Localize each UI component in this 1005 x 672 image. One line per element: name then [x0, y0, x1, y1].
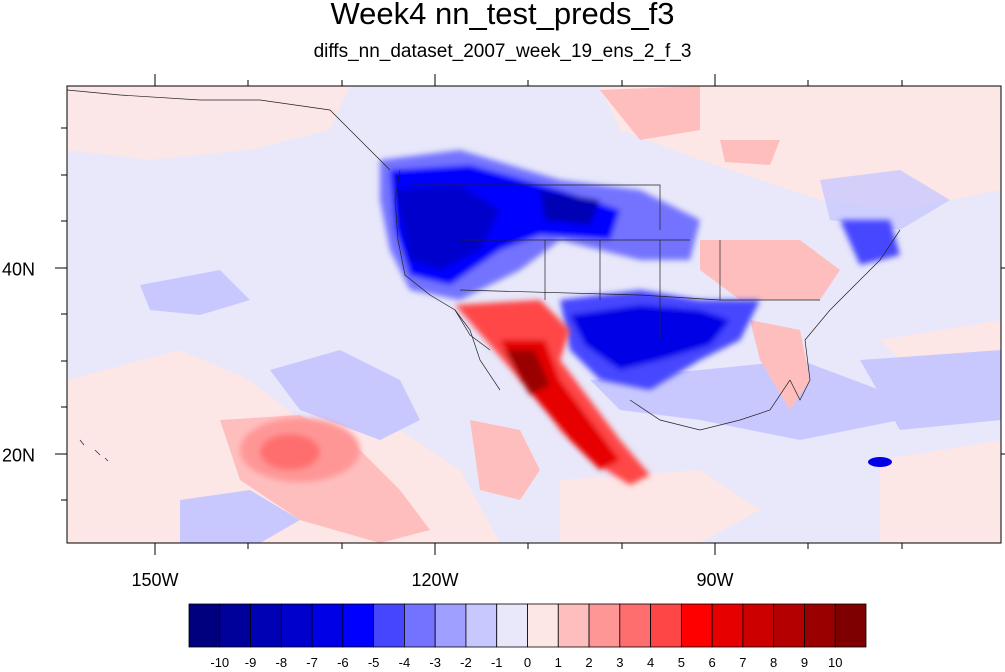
- colorbar-box: [373, 603, 405, 648]
- colorbar-box: [219, 603, 251, 648]
- colorbar-box: [404, 603, 436, 648]
- colorbar-label: 8: [770, 655, 778, 670]
- colorbar-label: -10: [210, 655, 230, 670]
- colorbar-label: 9: [800, 655, 809, 670]
- colorbar: [188, 603, 867, 648]
- lat-label-20n: 20N: [2, 445, 36, 466]
- colorbar-box: [434, 603, 467, 648]
- colorbar-label: 0: [523, 655, 532, 670]
- colorbar-box: [619, 603, 651, 648]
- map-title: Week4 nn_test_preds_f3: [330, 0, 675, 31]
- colorbar-label: 3: [616, 655, 624, 670]
- colorbar-box: [465, 603, 498, 648]
- colorbar-label: 6: [708, 655, 716, 670]
- colorbar-label: -6: [337, 655, 349, 670]
- lat-label-40n: 40N: [2, 259, 36, 280]
- colorbar-box: [250, 603, 282, 648]
- colorbar-box: [773, 603, 805, 648]
- colorbar-box: [588, 603, 621, 648]
- colorbar-label: -1: [490, 655, 503, 670]
- colorbar-box: [342, 603, 375, 648]
- colorbar-label: -7: [306, 655, 318, 670]
- colorbar-box: [680, 603, 713, 648]
- colorbar-box: [742, 603, 775, 648]
- colorbar-box: [804, 603, 836, 648]
- colorbar-label: 10: [827, 655, 843, 670]
- colorbar-label: 7: [739, 655, 747, 670]
- lon-label-90w: 90W: [696, 570, 734, 590]
- colorbar-box: [557, 603, 590, 648]
- colorbar-box: [527, 603, 559, 648]
- colorbar-box: [280, 603, 313, 648]
- axis-ticks: [55, 74, 1005, 555]
- colorbar-label: -2: [460, 655, 472, 670]
- colorbar-label: 4: [646, 655, 655, 670]
- colorbar-label: -9: [244, 655, 257, 670]
- colorbar-box: [834, 603, 867, 648]
- colorbar-label: 5: [677, 655, 685, 670]
- map-subtitle: diffs_nn_dataset_2007_week_19_ens_2_f_3: [313, 41, 692, 62]
- colorbar-box: [496, 603, 528, 648]
- colorbar-label: 2: [585, 655, 593, 670]
- colorbar-label: -8: [275, 655, 288, 670]
- colorbar-box: [311, 603, 344, 648]
- colorbar-box: [188, 603, 221, 648]
- map-field: [67, 86, 1001, 543]
- colorbar-label: -5: [367, 655, 380, 670]
- colorbar-label: -4: [398, 655, 411, 670]
- lon-label-150w: 150W: [131, 570, 179, 590]
- lon-label-120w: 120W: [411, 570, 459, 590]
- colorbar-label: -3: [429, 655, 441, 670]
- colorbar-box: [711, 603, 744, 648]
- colorbar-box: [650, 603, 682, 648]
- colorbar-label: 1: [554, 655, 562, 670]
